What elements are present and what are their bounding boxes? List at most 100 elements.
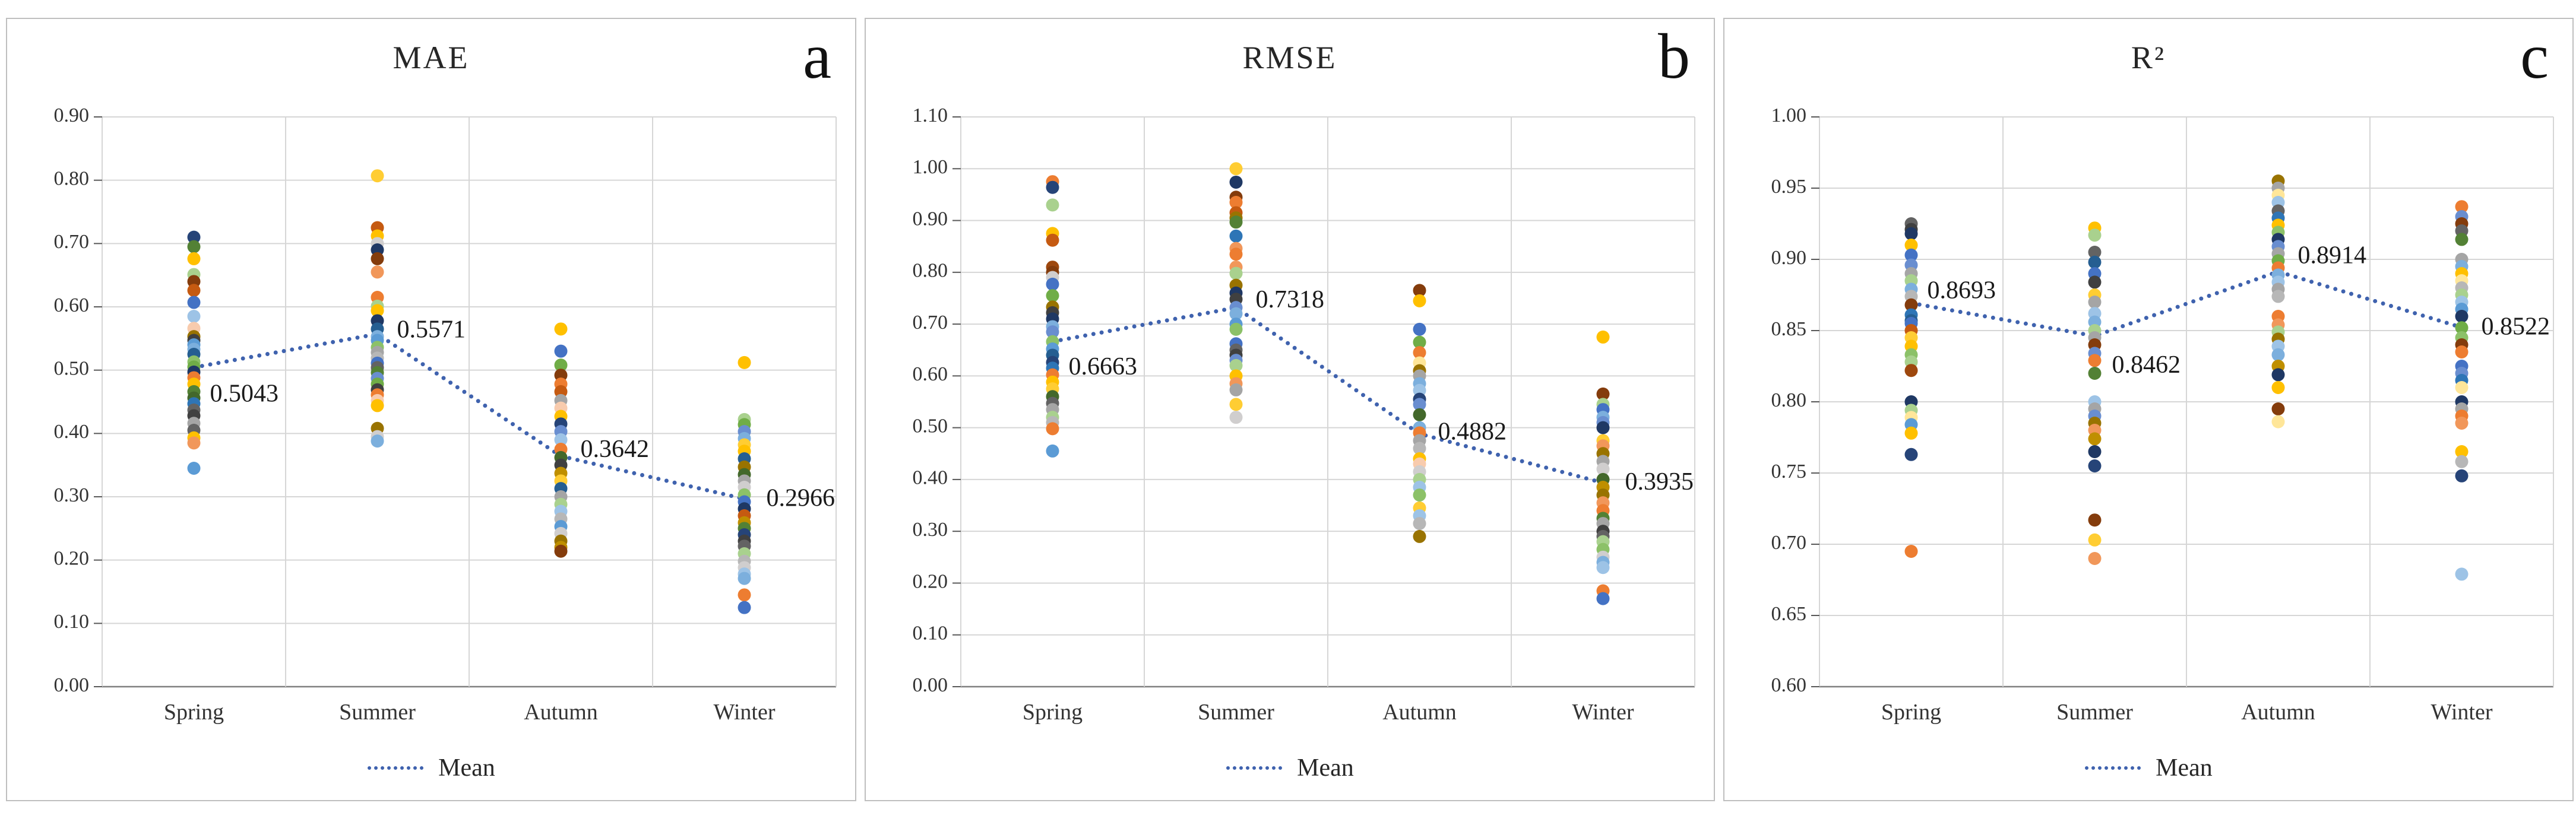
data-point <box>2088 246 2102 259</box>
gridlines <box>960 116 1695 688</box>
mean-value-label: 0.3935 <box>1625 468 1694 496</box>
data-point <box>1413 529 1426 543</box>
data-point <box>2271 402 2285 415</box>
y-axis-tick-label: 0.90 <box>1771 247 1807 269</box>
data-point <box>2088 354 2102 367</box>
data-point <box>1596 561 1610 575</box>
y-axis-tick-label: 0.65 <box>1771 603 1807 625</box>
data-point <box>1596 592 1610 605</box>
y-axis-tick-label: 0.50 <box>54 357 90 379</box>
data-point <box>2455 455 2469 468</box>
data-point <box>2088 228 2102 242</box>
r2-scatter-chart: 0.60 0.65 0.70 0.75 0.80 0.85 0.90 0.95 1.00 Spri… <box>1771 104 2554 725</box>
mean-value-label: 0.5043 <box>210 380 279 408</box>
x-axis-category-label: Summer <box>1198 700 1274 725</box>
data-point <box>1229 398 1243 411</box>
data-point <box>1229 266 1243 280</box>
y-axis-tick-label: 0.00 <box>913 674 948 696</box>
y-axis-tick-label: 0.40 <box>54 421 90 443</box>
data-point <box>187 230 201 244</box>
axis-ticks <box>94 116 102 687</box>
data-point <box>1413 517 1426 531</box>
data-point <box>1229 307 1243 320</box>
data-point <box>2088 513 2102 527</box>
y-axis-tick-label: 0.60 <box>54 294 90 316</box>
mean-line-legend-icon <box>2085 766 2146 770</box>
chart-panel-rmse: RMSE b 0.00 0.10 0.20 0.30 0.40 0.50 0.60 0.70 0… <box>865 18 1715 801</box>
x-axis-category-label: Autumn <box>524 700 598 725</box>
mean-value-label: 0.3642 <box>581 436 650 463</box>
data-point <box>1904 426 1918 440</box>
data-point <box>2088 296 2102 309</box>
chart-title-r2: R² <box>2131 40 2166 75</box>
panel-letter-a: a <box>803 21 831 92</box>
data-point <box>2271 348 2285 361</box>
data-point <box>1904 298 1918 312</box>
data-point <box>554 433 568 446</box>
y-axis-tick-label: 0.10 <box>54 611 90 633</box>
mae-scatter-chart: 0.00 0.10 0.20 0.30 0.40 0.50 0.60 0.70 0.80 0.90… <box>54 104 837 725</box>
x-axis-category-label: Winter <box>714 700 776 725</box>
data-point <box>1229 162 1243 176</box>
y-axis-tick-label: 0.20 <box>54 547 90 569</box>
data-point <box>1229 411 1243 424</box>
data-point <box>738 572 751 585</box>
x-axis-category-label: Spring <box>1023 700 1083 725</box>
scatter-points <box>1904 174 2469 581</box>
data-point <box>1229 215 1243 229</box>
data-point <box>2088 255 2102 269</box>
data-point <box>2455 200 2469 214</box>
data-point <box>2088 432 2102 446</box>
data-point <box>2455 417 2469 430</box>
y-axis-tick-label: 0.20 <box>913 570 948 592</box>
data-point <box>2455 321 2469 335</box>
data-point <box>1229 383 1243 396</box>
data-point <box>2088 533 2102 547</box>
data-point <box>1413 398 1426 411</box>
scatter-points <box>1046 162 1610 605</box>
mean-line-legend-icon <box>1226 766 1287 770</box>
gridlines <box>102 116 837 688</box>
data-point <box>1413 346 1426 360</box>
data-point <box>1046 289 1059 303</box>
mean-value-labels: 0.5043 0.5571 0.3642 0.2966 <box>210 316 836 512</box>
data-point <box>1229 175 1243 189</box>
y-axis-tick-label: 0.70 <box>913 312 948 334</box>
data-point <box>1229 358 1243 372</box>
data-point <box>1596 421 1610 434</box>
data-point <box>187 240 201 253</box>
gridlines <box>1819 116 2554 688</box>
data-point <box>1904 248 1918 262</box>
data-point <box>2455 233 2469 246</box>
legend-mae: Mean <box>7 754 855 782</box>
data-point <box>2271 290 2285 303</box>
legend-label-mean: Mean <box>438 754 495 782</box>
data-point <box>738 601 751 614</box>
chart-panel-mae: MAE a 0.00 0.10 0.20 0.30 0.40 0.50 0.60 0.70 0.… <box>6 18 856 801</box>
data-point <box>554 544 568 558</box>
mean-dotted-line <box>192 332 746 502</box>
mean-value-label: 0.8522 <box>2482 313 2550 340</box>
data-point <box>1413 284 1426 297</box>
data-point <box>1413 408 1426 421</box>
mean-value-label: 0.4882 <box>1438 418 1507 446</box>
x-axis-category-label: Winter <box>1572 700 1634 725</box>
axis-tick-labels: 0.00 0.10 0.20 0.30 0.40 0.50 0.60 0.70 0.80 0.90… <box>54 104 776 725</box>
mean-value-labels: 0.6663 0.7318 0.4882 0.3935 <box>1069 286 1694 496</box>
data-point <box>187 436 201 450</box>
data-point <box>187 284 201 297</box>
y-axis-tick-label: 0.60 <box>913 363 948 385</box>
y-axis-tick-label: 0.30 <box>913 519 948 541</box>
y-axis-tick-label: 0.80 <box>1771 389 1807 411</box>
y-axis-tick-label: 0.70 <box>1771 532 1807 554</box>
data-point <box>1046 422 1059 436</box>
mean-value-label: 0.7318 <box>1256 286 1325 313</box>
chart-title-rmse: RMSE <box>1242 40 1337 75</box>
y-axis-tick-label: 0.40 <box>913 467 948 489</box>
legend-rmse: Mean <box>866 754 1714 782</box>
y-axis-tick-label: 0.60 <box>1771 674 1807 696</box>
y-axis-tick-label: 0.80 <box>913 260 948 282</box>
data-point <box>2088 367 2102 380</box>
data-point <box>2088 445 2102 458</box>
x-axis-category-label: Spring <box>1881 700 1941 725</box>
